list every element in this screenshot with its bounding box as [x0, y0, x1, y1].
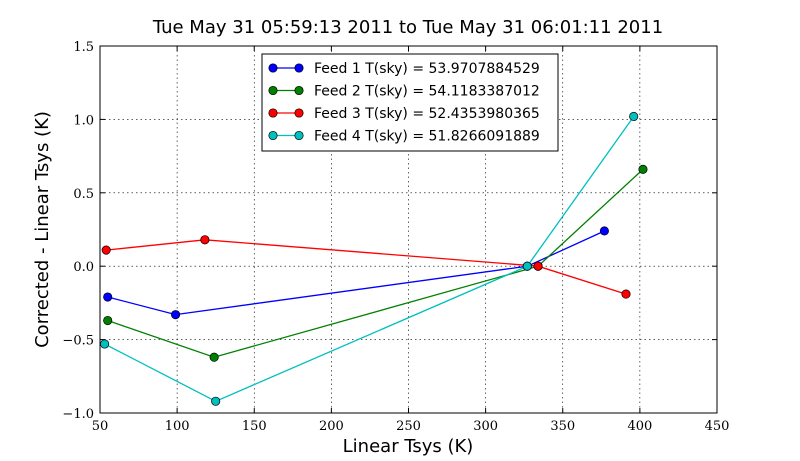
x-tick-label: 200	[319, 419, 344, 434]
legend-marker	[268, 130, 278, 141]
data-point-feed-3	[533, 261, 543, 271]
y-tick-label: −0.5	[62, 334, 94, 349]
data-point-feed-2	[638, 164, 648, 174]
y-tick-label: 0.0	[73, 260, 94, 275]
data-point-feed-4	[100, 339, 110, 349]
series-line-feed-1	[107, 230, 605, 316]
x-tick-label: 350	[550, 419, 575, 434]
y-tick-labels: −1.0 −0.5 0.0 0.5 1.0 1.5	[62, 40, 94, 422]
legend-entry-feed-2: Feed 2 T(sky) = 54.1183387012	[314, 84, 540, 100]
series-group	[100, 111, 648, 406]
data-point-feed-2	[103, 315, 113, 326]
chart-title: Tue May 31 05:59:13 2011 to Tue May 31 0…	[152, 17, 663, 38]
x-tick-label: 400	[627, 419, 652, 434]
x-axis-label: Linear Tsys (K)	[343, 436, 474, 457]
legend-entry-feed-3: Feed 3 T(sky) = 52.4353980365	[314, 106, 540, 122]
y-tick-label: −1.0	[62, 407, 94, 422]
grid	[100, 46, 717, 413]
legend-marker	[294, 63, 304, 73]
data-point-feed-3	[101, 245, 111, 255]
series-line-feed-2	[107, 168, 644, 358]
data-point-feed-1	[171, 310, 181, 320]
x-tick-label: 50	[92, 419, 109, 434]
data-point-feed-3	[200, 235, 210, 245]
legend-entry-feed-4: Feed 4 T(sky) = 51.8266091889	[314, 129, 540, 145]
data-point-feed-4	[211, 396, 221, 406]
x-tick-label: 450	[705, 419, 730, 434]
series-line-feed-3	[106, 239, 627, 295]
legend-entry-feed-1: Feed 1 T(sky) = 53.9707884529	[314, 61, 540, 77]
data-point-feed-3	[621, 289, 631, 299]
x-tick-label: 100	[165, 419, 190, 434]
legend-marker	[268, 85, 278, 96]
x-tick-label: 300	[473, 419, 498, 434]
y-tick-label: 0.5	[73, 187, 94, 202]
data-point-feed-1	[599, 226, 609, 236]
data-point-feed-1	[103, 292, 113, 302]
legend: Feed 1 T(sky) = 53.9707884529 Feed 2 T(sk…	[261, 53, 559, 152]
legend-marker	[294, 108, 304, 118]
series-line-feed-4	[104, 116, 635, 403]
x-tick-labels: 50 100 150 200 250 300 350 400 450	[92, 419, 730, 434]
data-point-feed-4	[522, 261, 532, 271]
data-point-feed-4	[629, 111, 639, 122]
legend-marker	[294, 85, 304, 96]
data-point-feed-2	[209, 352, 219, 362]
axis-ticks	[99, 45, 718, 414]
legend-marker	[268, 63, 278, 73]
x-tick-label: 250	[396, 419, 421, 434]
legend-box	[261, 53, 559, 152]
legend-marker	[294, 130, 304, 141]
y-tick-label: 1.5	[73, 40, 94, 55]
y-axis-label: Corrected - Linear Tsys (K)	[32, 111, 53, 348]
y-tick-label: 1.0	[73, 113, 94, 128]
legend-marker	[268, 108, 278, 118]
x-tick-label: 150	[242, 419, 267, 434]
